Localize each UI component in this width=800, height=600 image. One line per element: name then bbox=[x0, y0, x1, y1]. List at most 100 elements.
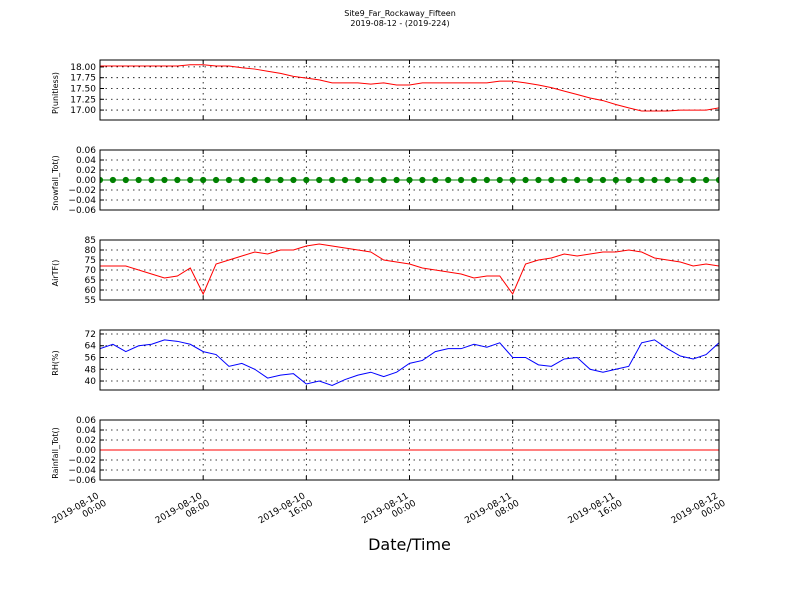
data-point bbox=[483, 176, 490, 184]
y-tick-label: −0.02 bbox=[68, 456, 96, 466]
data-point bbox=[187, 176, 194, 184]
y-tick-label: 60 bbox=[85, 286, 97, 296]
data-point bbox=[651, 176, 658, 184]
data-point bbox=[548, 176, 555, 184]
x-tick-label: 2019-08-10 00:00 bbox=[51, 490, 109, 535]
y-axis-label: AirTF() bbox=[51, 260, 60, 287]
data-point bbox=[586, 176, 594, 184]
y-tick-label: 64 bbox=[85, 342, 97, 352]
data-point bbox=[174, 176, 181, 184]
data-point bbox=[470, 176, 478, 184]
y-tick-label: 17.25 bbox=[70, 95, 96, 105]
data-point bbox=[599, 176, 607, 184]
data-point bbox=[290, 176, 297, 184]
y-tick-label: 72 bbox=[85, 330, 96, 340]
data-point bbox=[264, 176, 271, 184]
data-point bbox=[200, 176, 207, 184]
y-axis-label: Snowfall_Tot() bbox=[51, 155, 60, 211]
y-tick-label: 0.06 bbox=[76, 146, 96, 156]
data-point bbox=[419, 176, 426, 184]
y-tick-label: −0.02 bbox=[68, 186, 96, 196]
data-point bbox=[161, 176, 168, 184]
data-point bbox=[238, 176, 245, 184]
data-point bbox=[251, 176, 258, 184]
y-tick-label: 75 bbox=[85, 256, 96, 266]
y-tick-label: −0.06 bbox=[68, 476, 96, 486]
y-tick-label: −0.04 bbox=[68, 466, 96, 476]
plot-area bbox=[100, 176, 719, 184]
data-point bbox=[509, 176, 516, 184]
data-point bbox=[715, 176, 719, 184]
y-tick-label: 70 bbox=[85, 266, 97, 276]
y-tick-label: 0.00 bbox=[76, 446, 96, 456]
data-point bbox=[277, 176, 284, 184]
x-tick-label: 2019-08-11 08:00 bbox=[463, 490, 521, 535]
y-tick-label: 0.04 bbox=[76, 426, 96, 436]
y-tick-label: 40 bbox=[85, 377, 97, 387]
y-axis-label: Rainfall_Tot() bbox=[51, 427, 60, 479]
data-point bbox=[638, 176, 645, 184]
data-point bbox=[496, 176, 503, 184]
data-point bbox=[212, 176, 220, 184]
plot-area bbox=[100, 339, 719, 386]
y-tick-label: 0.06 bbox=[76, 416, 96, 426]
data-point bbox=[316, 176, 323, 184]
data-point bbox=[535, 176, 542, 184]
data-point bbox=[380, 176, 387, 184]
data-point bbox=[522, 176, 529, 184]
y-tick-label: 0.02 bbox=[76, 436, 96, 446]
data-point bbox=[303, 176, 310, 184]
x-tick-label: 2019-08-11 00:00 bbox=[360, 490, 418, 535]
x-axis-label: Date/Time bbox=[368, 535, 451, 554]
data-point bbox=[225, 176, 233, 184]
axes-frame bbox=[99, 419, 720, 481]
data-point bbox=[135, 176, 142, 184]
x-tick-label: 2019-08-11 16:00 bbox=[567, 490, 625, 535]
y-tick-label: 0.04 bbox=[76, 156, 96, 166]
axes-frame bbox=[99, 239, 720, 301]
axes-frame bbox=[99, 329, 720, 391]
y-tick-label: 85 bbox=[85, 236, 96, 246]
data-line bbox=[100, 64, 719, 112]
x-tick-label: 2019-08-10 16:00 bbox=[257, 490, 315, 535]
y-axis-label: RH(%) bbox=[51, 350, 60, 375]
data-point bbox=[148, 176, 155, 184]
data-line bbox=[100, 339, 719, 386]
data-point bbox=[690, 176, 697, 184]
y-tick-label: 17.50 bbox=[70, 84, 96, 94]
data-point bbox=[122, 176, 129, 184]
data-point bbox=[109, 176, 116, 184]
y-tick-label: −0.06 bbox=[68, 206, 96, 216]
x-tick-label: 2019-08-12 00:00 bbox=[670, 490, 728, 535]
data-point bbox=[612, 176, 619, 184]
plot-area bbox=[100, 64, 719, 112]
figure-title: Site9_Far_Rockaway_Fifteen bbox=[344, 9, 456, 18]
y-tick-label: 80 bbox=[85, 246, 97, 256]
y-tick-label: 0.00 bbox=[76, 176, 96, 186]
data-point bbox=[574, 176, 581, 184]
y-tick-label: −0.04 bbox=[68, 196, 96, 206]
data-point bbox=[703, 176, 710, 184]
y-tick-label: 55 bbox=[85, 296, 96, 306]
axes-frame bbox=[99, 59, 720, 121]
data-point bbox=[393, 176, 400, 184]
y-tick-label: 17.00 bbox=[70, 106, 96, 116]
figure-subtitle: 2019-08-12 - (2019-224) bbox=[350, 19, 449, 28]
data-point bbox=[677, 176, 684, 184]
data-line bbox=[100, 243, 719, 296]
data-point bbox=[341, 176, 349, 184]
data-point bbox=[406, 176, 413, 184]
data-point bbox=[432, 176, 439, 184]
data-point bbox=[445, 176, 452, 184]
y-tick-label: 56 bbox=[85, 354, 97, 364]
plot-area bbox=[100, 243, 719, 296]
y-tick-label: 17.75 bbox=[70, 74, 96, 84]
data-point bbox=[354, 176, 362, 184]
y-tick-label: 0.02 bbox=[76, 166, 96, 176]
y-tick-label: 48 bbox=[85, 365, 97, 375]
data-point bbox=[329, 176, 336, 184]
axes-frame bbox=[99, 149, 720, 211]
y-tick-label: 18.00 bbox=[70, 63, 96, 73]
